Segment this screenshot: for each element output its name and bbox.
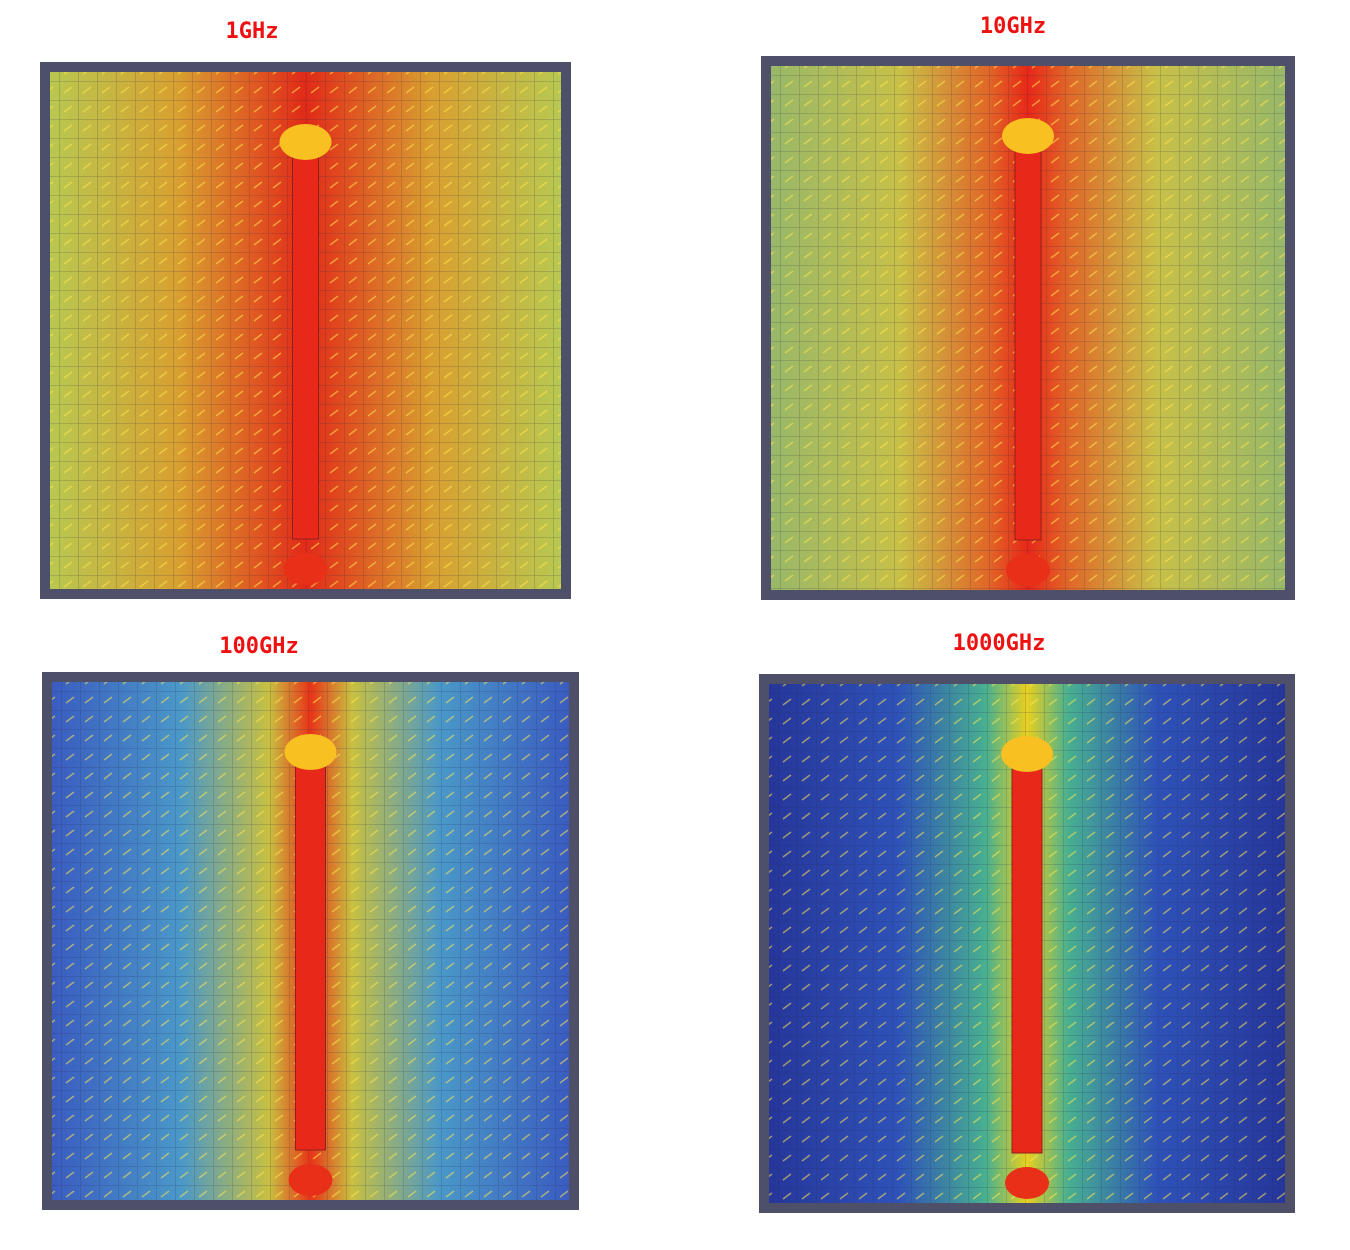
- rod-tip: [1002, 118, 1054, 154]
- rod: [1014, 125, 1042, 541]
- rod-tip: [284, 734, 337, 770]
- rod: [292, 131, 319, 540]
- rod: [1011, 743, 1043, 1154]
- field-plot: [40, 62, 571, 599]
- rod-tip: [1001, 736, 1053, 772]
- rod-tip: [279, 124, 332, 160]
- rod: [295, 741, 326, 1151]
- rod-base: [288, 1164, 333, 1196]
- panel-label: 1000GHz: [952, 631, 1046, 656]
- panel-label: 10GHz: [979, 14, 1047, 39]
- panel-label: 100GHz: [219, 634, 299, 659]
- field-plot: [42, 672, 579, 1210]
- rod-base: [283, 553, 328, 585]
- field-plot: [759, 674, 1295, 1213]
- rod-base: [1006, 554, 1050, 586]
- panel-label: 1GHz: [225, 19, 279, 44]
- rod-base: [1005, 1167, 1049, 1199]
- field-plot: [761, 56, 1295, 600]
